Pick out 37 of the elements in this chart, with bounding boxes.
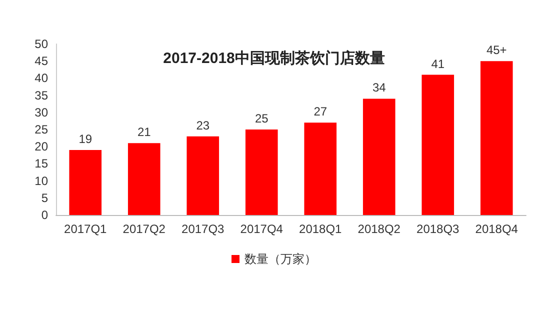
y-tick-label: 25 [34,122,48,136]
y-tick-label: 10 [34,174,48,188]
x-tick-label: 2018Q3 [416,222,460,236]
y-tick-label: 40 [34,71,48,86]
data-label: 34 [372,80,386,95]
x-tick-label: 2017Q4 [240,222,284,236]
data-label: 41 [431,56,445,71]
y-tick-label: 20 [34,140,48,154]
bar [362,98,396,215]
data-label: 27 [314,104,328,119]
data-label: 21 [137,125,152,140]
x-tick-label: 2017Q2 [122,222,166,236]
bar [128,143,160,215]
y-tick-label: 5 [41,190,48,205]
data-label: 45+ [486,43,507,58]
data-label: 19 [78,132,92,146]
bar [245,130,278,215]
chart-title: 2017-2018中国现制茶饮门店数量 [163,49,385,67]
y-tick-label: 45 [34,54,48,68]
y-tick-label: 35 [34,88,48,102]
x-tick-label: 2017Q1 [64,222,108,236]
data-label: 23 [196,118,210,132]
legend-label: 数量（万家） [244,252,316,266]
bar [304,122,337,215]
x-tick-label: 2018Q1 [299,222,342,236]
y-tick-label: 30 [34,105,48,120]
bar [422,74,454,215]
x-tick-label: 2018Q2 [358,222,401,236]
bar [186,136,220,215]
x-tick-label: 2017Q3 [182,222,225,236]
bar [480,61,513,215]
y-tick-label: 0 [41,208,48,222]
y-tick-label: 15 [34,156,48,171]
data-label: 25 [254,112,269,126]
bar [69,150,102,215]
x-tick-label: 2018Q4 [475,222,518,236]
y-tick-label: 50 [34,37,48,51]
